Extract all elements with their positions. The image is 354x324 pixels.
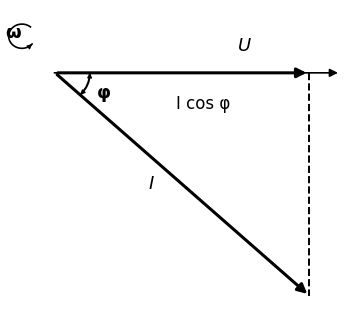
Text: ω: ω	[5, 24, 21, 42]
Text: φ: φ	[96, 84, 110, 102]
Text: I: I	[148, 175, 154, 193]
Text: U: U	[238, 37, 251, 55]
Text: I cos φ: I cos φ	[176, 95, 230, 113]
